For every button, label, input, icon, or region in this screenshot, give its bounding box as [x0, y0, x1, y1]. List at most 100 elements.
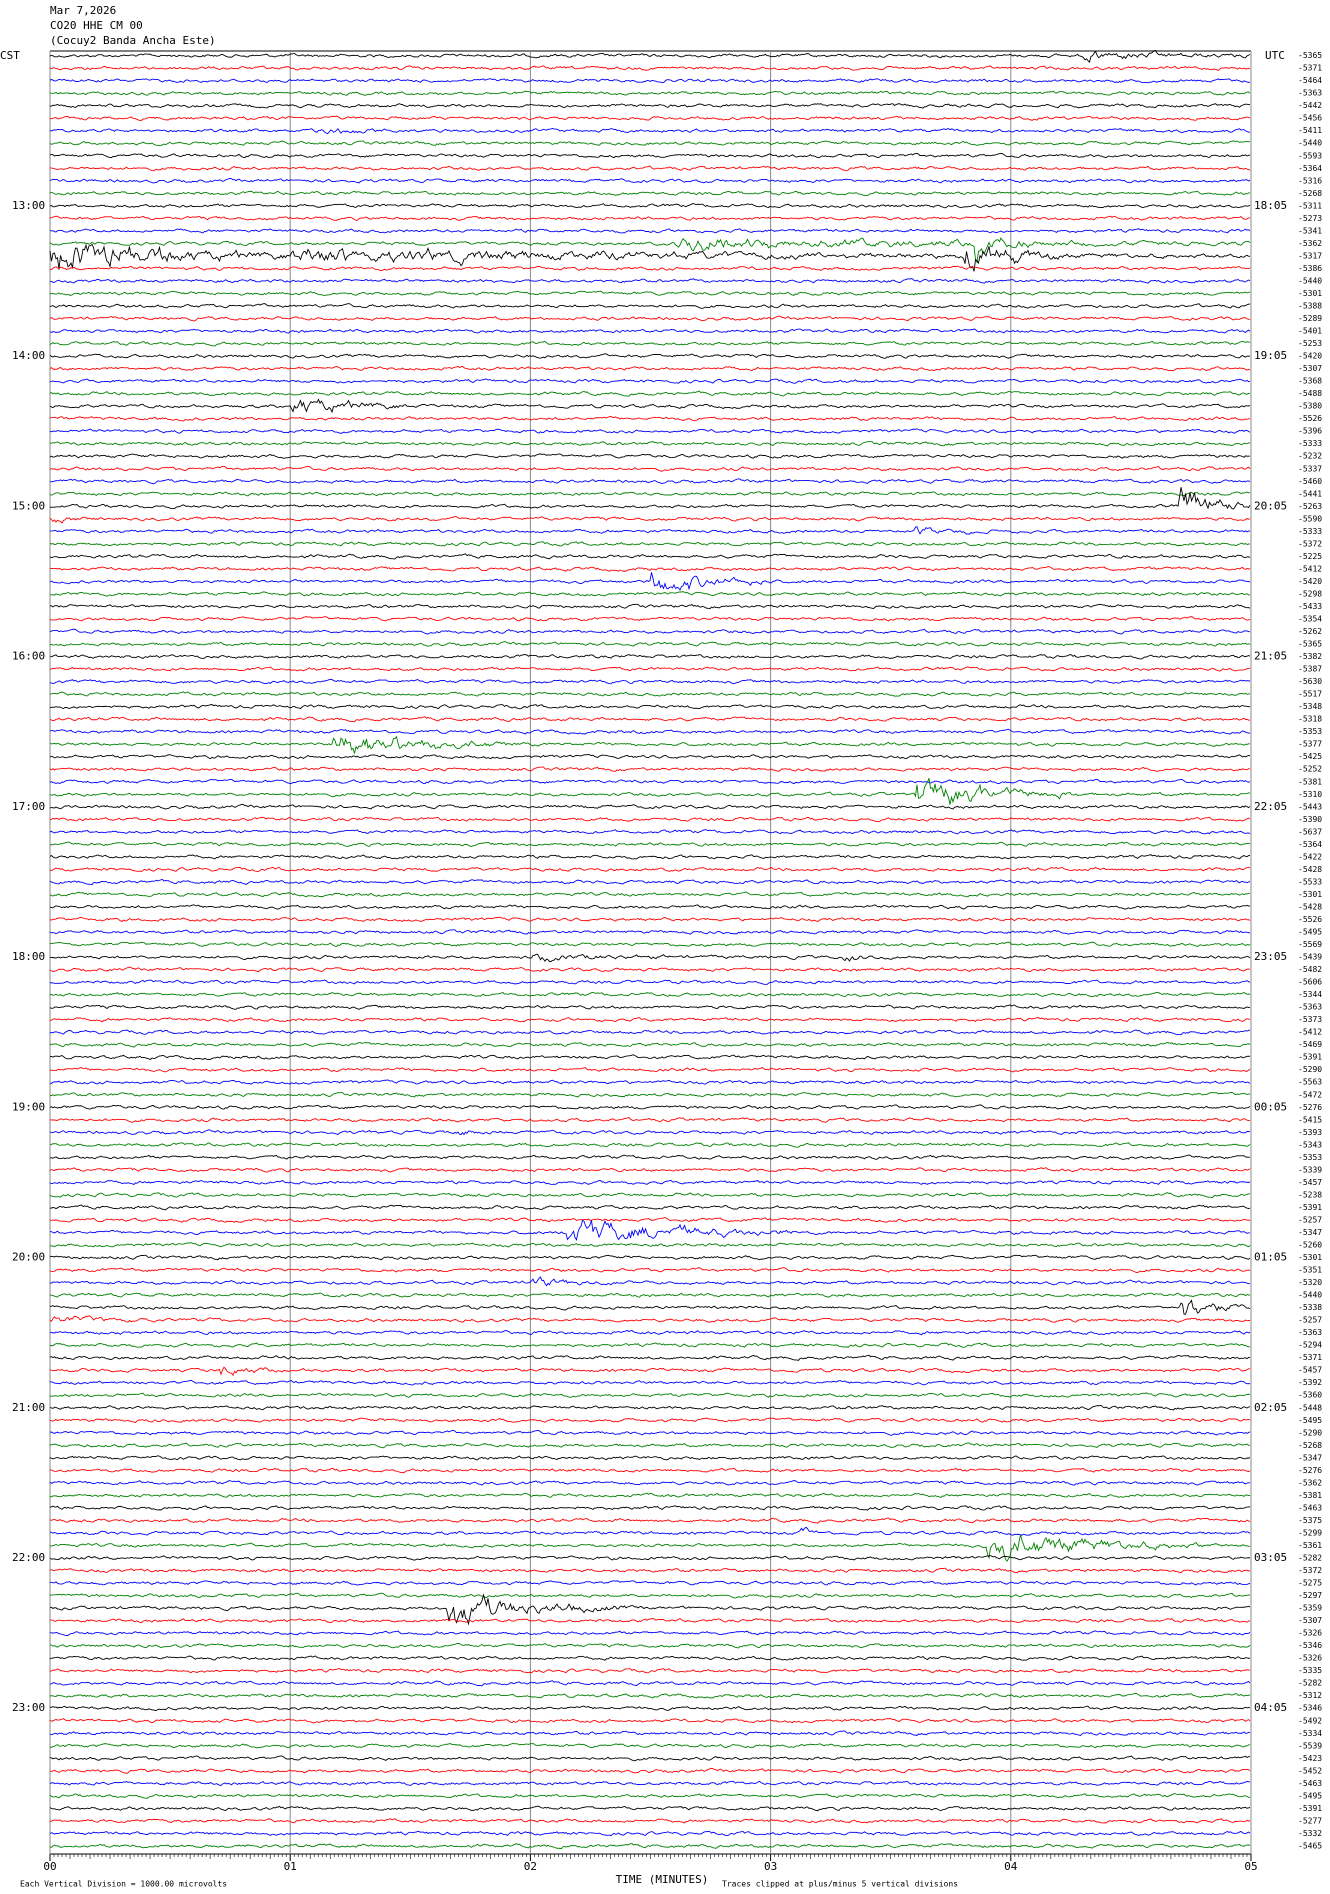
- trace: [49, 966, 1251, 973]
- trace: [49, 491, 1251, 497]
- row-offset: -5257: [1298, 1215, 1322, 1224]
- row-offset: -5282: [1298, 1679, 1322, 1688]
- trace: [49, 603, 1251, 610]
- row-offset: -5262: [1298, 627, 1322, 636]
- row-offset: -5375: [1298, 1516, 1322, 1525]
- row-offset: -5590: [1298, 514, 1322, 523]
- trace: [49, 1668, 1251, 1674]
- row-offset: -5381: [1298, 1491, 1322, 1500]
- row-offset: -5517: [1298, 690, 1322, 699]
- x-tick-label: 00: [43, 1860, 56, 1873]
- trace: [49, 1067, 1251, 1073]
- row-offset: -5433: [1298, 602, 1322, 611]
- cst-label: 20:00: [12, 1251, 45, 1264]
- trace: [49, 1780, 1251, 1786]
- trace: [49, 1342, 1251, 1348]
- trace: [49, 1004, 1251, 1010]
- trace: [49, 516, 1251, 524]
- trace: [49, 203, 1251, 209]
- row-offset: -5448: [1298, 1403, 1322, 1412]
- row-offset: -5347: [1298, 1453, 1322, 1462]
- row-offset: -5359: [1298, 1604, 1322, 1613]
- cst-label: 23:00: [12, 1701, 45, 1714]
- trace: [49, 315, 1251, 322]
- trace: [49, 941, 1251, 948]
- row-offset: -5364: [1298, 840, 1322, 849]
- trace: [49, 398, 1251, 414]
- trace: [49, 1079, 1251, 1085]
- utc-label: 22:05: [1254, 800, 1287, 813]
- trace: [49, 103, 1251, 109]
- row-offset: -5307: [1298, 364, 1322, 373]
- trace: [49, 1154, 1251, 1160]
- trace: [49, 1555, 1251, 1561]
- x-tick-label: 02: [524, 1860, 537, 1873]
- row-offset: -5238: [1298, 1190, 1322, 1199]
- trace: [49, 1818, 1251, 1824]
- row-offset: -5365: [1298, 51, 1322, 60]
- row-offset: -5299: [1298, 1528, 1322, 1537]
- row-offset: -5275: [1298, 1579, 1322, 1588]
- trace: [49, 237, 1251, 264]
- trace: [49, 416, 1251, 422]
- row-offset: -5440: [1298, 276, 1322, 285]
- trace: [49, 140, 1251, 147]
- row-offset: -5441: [1298, 489, 1322, 498]
- row-offset: -5606: [1298, 978, 1322, 987]
- trace: [49, 1742, 1251, 1749]
- row-offset: -5301: [1298, 289, 1322, 298]
- row-offset: -5412: [1298, 1028, 1322, 1037]
- trace: [49, 1219, 1251, 1242]
- trace: [49, 1042, 1251, 1048]
- trace: [49, 1217, 1251, 1223]
- row-offset: -5276: [1298, 1103, 1322, 1112]
- row-offset: -5333: [1298, 527, 1322, 536]
- trace: [49, 65, 1251, 71]
- cst-label: 16:00: [12, 650, 45, 663]
- row-offset: -5232: [1298, 452, 1322, 461]
- row-offset: -5361: [1298, 1541, 1322, 1550]
- row-offset: -5339: [1298, 1165, 1322, 1174]
- trace: [49, 553, 1251, 560]
- trace: [49, 1618, 1251, 1624]
- cst-label: 17:00: [12, 800, 45, 813]
- trace: [49, 891, 1251, 898]
- x-axis-title: TIME (MINUTES): [616, 1873, 709, 1886]
- row-offset: -5312: [1298, 1691, 1322, 1700]
- trace: [49, 1730, 1251, 1736]
- right-axis-label: UTC: [1265, 49, 1285, 62]
- row-offset: -5456: [1298, 114, 1322, 123]
- trace: [49, 1204, 1251, 1211]
- trace: [49, 1705, 1251, 1711]
- row-offset: -5420: [1298, 352, 1322, 361]
- trace: [49, 90, 1251, 96]
- row-offset: -5425: [1298, 752, 1322, 761]
- trace: [49, 1179, 1251, 1185]
- trace: [49, 487, 1251, 510]
- utc-label: 21:05: [1254, 650, 1287, 663]
- row-offset: -5347: [1298, 1228, 1322, 1237]
- trace: [49, 328, 1251, 334]
- trace: [49, 1830, 1251, 1837]
- row-offset: -5348: [1298, 702, 1322, 711]
- row-offset: -5294: [1298, 1341, 1322, 1350]
- row-offset: -5354: [1298, 615, 1322, 624]
- utc-label: 04:05: [1254, 1701, 1287, 1714]
- row-offset: -5637: [1298, 827, 1322, 836]
- x-tick-label: 05: [1244, 1860, 1257, 1873]
- trace: [49, 778, 1251, 805]
- trace: [49, 1580, 1251, 1586]
- trace: [49, 340, 1251, 347]
- row-offset: -5343: [1298, 1140, 1322, 1149]
- trace: [49, 1366, 1251, 1377]
- x-tick-label: 01: [284, 1860, 297, 1873]
- trace: [49, 816, 1251, 823]
- trace: [49, 1242, 1251, 1248]
- row-offset: -5563: [1298, 1078, 1322, 1087]
- row-offset: -5377: [1298, 740, 1322, 749]
- clip-note: Traces clipped at plus/minus 5 vertical …: [722, 1880, 958, 1889]
- trace: [49, 228, 1251, 234]
- trace: [49, 1029, 1251, 1036]
- utc-label: 01:05: [1254, 1251, 1287, 1264]
